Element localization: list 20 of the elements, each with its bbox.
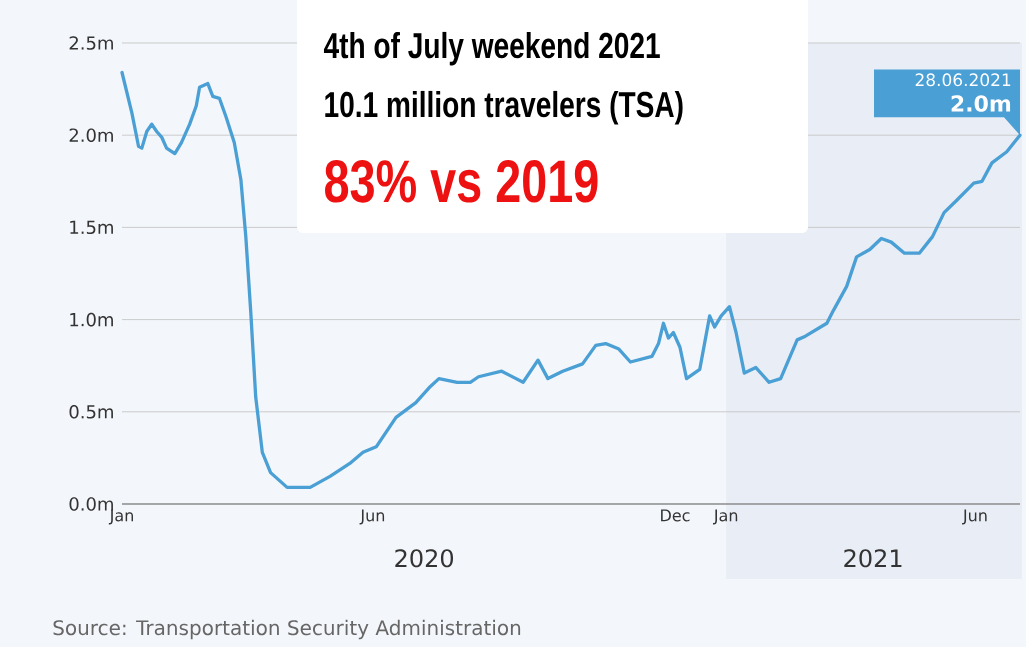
annotation: 28.06.2021 [915, 73, 1011, 87]
y-tick-label: 0.0m [69, 497, 113, 511]
x-tick-label: Jun [962, 509, 987, 525]
line-series [120, 70, 1022, 490]
text: 2021 [844, 549, 902, 568]
x-tick-label: Jun [359, 509, 385, 525]
x-tick-label: Jan [108, 509, 133, 525]
y-tick-label: 1.0m [70, 312, 113, 327]
y-tick-label: 0.5m [69, 404, 113, 419]
text: 2020 [395, 549, 454, 568]
chart-title: 4th of July weekend 2021 [323, 31, 660, 66]
x-tick-label: Dec [661, 509, 690, 522]
annotation: 83% vs 2019 [325, 160, 598, 203]
text: 10.1 million travelers (TSA) [325, 90, 683, 125]
y-tick-label: 1.5m [70, 220, 113, 235]
source-note: Source: Transportation Security Administration [53, 619, 521, 640]
y-tick-label: 2.0m [69, 128, 113, 142]
annotation: 2.0m [951, 95, 1011, 112]
x-tick-label: Jan [713, 509, 738, 525]
y-tick-label: 2.5m [69, 36, 113, 50]
